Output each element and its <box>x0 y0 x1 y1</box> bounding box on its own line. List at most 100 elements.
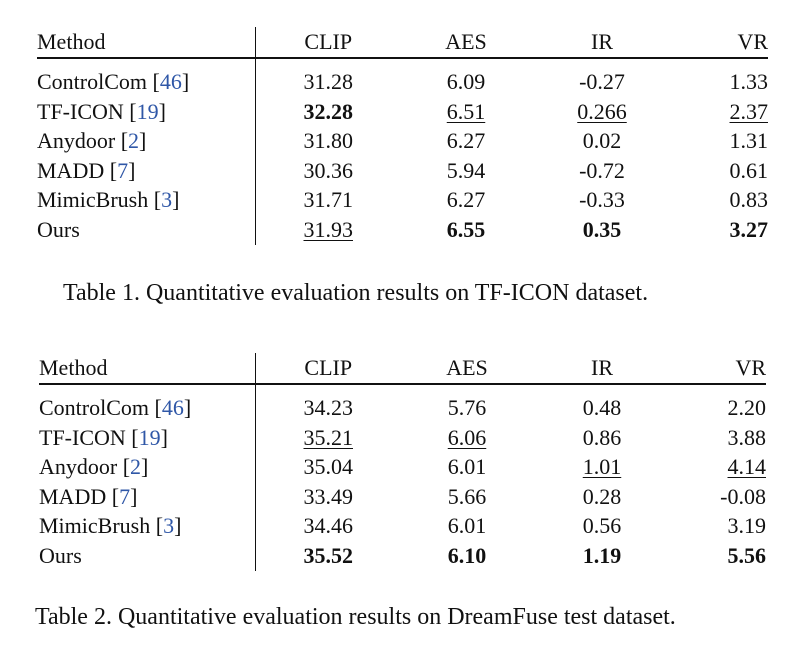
citation-link[interactable]: 2 <box>128 128 140 154</box>
value-cell-vr: 4.14 <box>671 452 767 482</box>
metric-value: 3.27 <box>729 216 769 242</box>
value-cell-aes: 6.51 <box>401 97 531 127</box>
value-cell-ir: 0.48 <box>533 384 671 423</box>
value-cell-ir: -0.72 <box>531 156 673 186</box>
metric-value: 35.04 <box>303 454 354 480</box>
citation-link[interactable]: 3 <box>163 513 175 539</box>
value-cell-vr: 2.20 <box>671 384 767 423</box>
metric-value: 0.86 <box>582 424 622 450</box>
value-cell-aes: 6.27 <box>401 185 531 215</box>
value-cell-clip: 31.28 <box>255 58 401 97</box>
table-row: Anydoor [2] 35.04 6.01 1.01 4.14 <box>39 452 766 482</box>
metric-value: 6.09 <box>446 69 486 94</box>
value-cell-ir: 0.02 <box>531 126 673 156</box>
column-header-ir: IR <box>591 355 613 380</box>
value-cell-aes: 6.09 <box>401 58 531 97</box>
method-cell: TF-ICON [19] <box>37 96 256 127</box>
value-cell-vr: 0.83 <box>673 185 769 215</box>
metric-value: 31.28 <box>303 69 354 94</box>
metric-value: 0.61 <box>729 157 769 183</box>
metric-value: 0.266 <box>577 98 627 124</box>
citation-link[interactable]: 19 <box>138 424 161 450</box>
table-row: Ours 35.52 6.10 1.19 5.56 <box>39 540 767 571</box>
value-cell-clip: 31.80 <box>255 126 401 156</box>
metric-value: 33.49 <box>303 483 354 509</box>
citation-link[interactable]: 3 <box>161 187 173 213</box>
method-name: MADD <box>39 483 107 509</box>
metric-value: 31.93 <box>303 216 354 242</box>
metric-value: 34.46 <box>303 513 354 539</box>
metric-value: 6.01 <box>447 513 487 539</box>
table-row: MADD [7] 33.49 5.66 0.28 -0.08 <box>39 481 766 512</box>
method-name: ControlCom <box>37 69 148 94</box>
metric-value: 5.76 <box>447 395 487 420</box>
table-row: ControlCom [46] 31.28 6.09 -0.27 1.33 <box>37 58 768 97</box>
results-table-2: Method CLIP AES IR VR ControlCom [46] 34.… <box>39 353 766 571</box>
value-cell-ir: 0.35 <box>531 215 673 245</box>
metric-value: 6.51 <box>446 98 486 124</box>
value-cell-ir: 0.266 <box>531 97 673 127</box>
value-cell-aes: 5.66 <box>401 482 533 512</box>
value-cell-aes: 5.76 <box>401 384 533 423</box>
value-cell-clip: 32.28 <box>255 97 401 127</box>
column-header-vr: VR <box>735 355 766 380</box>
metric-value: -0.72 <box>579 157 625 183</box>
value-cell-clip: 34.23 <box>255 384 401 423</box>
table-row: MimicBrush [3] 34.46 6.01 0.56 3.19 <box>39 511 766 541</box>
value-cell-ir: 0.56 <box>533 511 671 541</box>
method-cell: Anydoor [2] <box>37 126 256 156</box>
value-cell-aes: 6.27 <box>401 126 531 156</box>
method-cell: Anydoor [2] <box>39 452 256 482</box>
table-row: TF-ICON [19] 35.21 6.06 0.86 3.88 <box>39 422 766 453</box>
method-name: TF-ICON <box>37 98 124 124</box>
method-name: Anydoor <box>37 128 116 154</box>
metric-value: 3.19 <box>727 513 767 539</box>
value-cell-ir: 0.28 <box>533 482 671 512</box>
value-cell-vr: 1.31 <box>673 126 769 156</box>
value-cell-vr: 3.27 <box>673 215 769 245</box>
citation-link[interactable]: 46 <box>159 69 182 94</box>
table-caption-1: Table 1. Quantitative evaluation results… <box>63 280 649 306</box>
table-row: Ours 31.93 6.55 0.35 3.27 <box>37 214 769 245</box>
method-cell: MimicBrush [3] <box>39 511 256 541</box>
value-cell-clip: 35.04 <box>255 452 401 482</box>
method-name: Ours <box>37 216 80 242</box>
value-cell-vr: -0.08 <box>671 482 766 512</box>
citation-link[interactable]: 7 <box>117 157 129 183</box>
metric-value: 2.20 <box>727 395 767 420</box>
metric-value: 32.28 <box>303 98 354 124</box>
value-cell-aes: 6.06 <box>401 423 533 453</box>
column-header-aes: AES <box>445 29 487 54</box>
value-cell-clip: 34.46 <box>255 511 401 541</box>
method-cell: ControlCom [46] <box>37 58 256 97</box>
value-cell-ir: 0.86 <box>533 423 671 453</box>
value-cell-clip: 31.93 <box>255 215 401 245</box>
metric-value: 5.66 <box>447 483 487 509</box>
metric-value: 2.37 <box>729 98 769 124</box>
citation-link[interactable]: 7 <box>119 483 131 509</box>
column-header-ir: IR <box>591 29 613 54</box>
value-cell-aes: 6.10 <box>401 541 533 571</box>
citation-link[interactable]: 2 <box>130 454 142 480</box>
metric-value: 6.27 <box>446 128 486 154</box>
column-header-method: Method <box>39 353 256 384</box>
value-cell-clip: 30.36 <box>255 156 401 186</box>
value-cell-vr: 5.56 <box>671 541 767 571</box>
method-name: Ours <box>39 542 82 568</box>
method-name: MADD <box>37 157 105 183</box>
method-name: ControlCom <box>39 395 150 420</box>
value-cell-clip: 35.52 <box>255 541 401 571</box>
citation-link[interactable]: 19 <box>136 98 159 124</box>
metric-value: 1.31 <box>729 128 769 154</box>
metric-value: 30.36 <box>303 157 354 183</box>
method-cell: MADD [7] <box>39 481 256 512</box>
method-name: MimicBrush <box>39 513 151 539</box>
value-cell-aes: 6.01 <box>401 452 533 482</box>
metric-value: 0.48 <box>582 395 622 420</box>
table-row: MimicBrush [3] 31.71 6.27 -0.33 0.83 <box>37 185 768 215</box>
metric-value: 6.55 <box>446 216 486 242</box>
metric-value: 0.02 <box>582 128 622 154</box>
metric-value: 0.35 <box>582 216 622 242</box>
citation-link[interactable]: 46 <box>161 395 184 420</box>
value-cell-aes: 6.01 <box>401 511 533 541</box>
